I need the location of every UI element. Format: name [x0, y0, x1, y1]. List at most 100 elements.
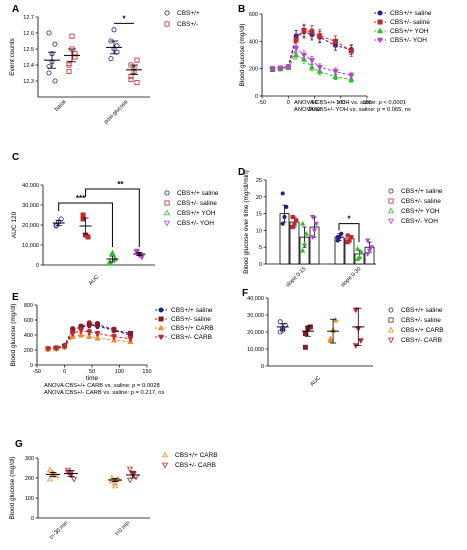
- legend-marker: [388, 317, 394, 323]
- x-tick-label: 50: [89, 369, 95, 375]
- y-tick-label: 0: [255, 94, 258, 100]
- y-tick-label: 0: [31, 516, 34, 522]
- data-point: [126, 477, 134, 484]
- data-point: [366, 248, 373, 254]
- data-point: [327, 337, 334, 343]
- data-point: [332, 38, 338, 44]
- data-point: [332, 69, 339, 75]
- data-point: [46, 64, 52, 70]
- legend-marker: [164, 10, 170, 16]
- data-point: [368, 245, 374, 251]
- data-point: [61, 344, 68, 350]
- panel-e-legend-item: CBS+/+ CARB: [171, 325, 214, 332]
- y-tick-label: 10,000: [247, 347, 264, 353]
- data-point: [70, 476, 78, 483]
- panel-b-ylabel: Blood glucose (mg/dl): [239, 24, 246, 87]
- y-tick-label: 600: [249, 12, 258, 18]
- data-point: [109, 249, 116, 256]
- panel-f-legend-item: CBS+/+ saline: [401, 307, 443, 314]
- legend-marker: [376, 27, 384, 34]
- legend-marker: [164, 21, 170, 27]
- y-tick-label: 0: [261, 364, 264, 370]
- data-point: [348, 48, 354, 54]
- data-point: [302, 331, 308, 337]
- data-point: [345, 233, 350, 238]
- y-tick-label: 30,000: [247, 313, 264, 319]
- panel-e: [34, 304, 167, 368]
- data-point: [134, 57, 140, 63]
- panel-c-ylabel: AUC 120: [11, 211, 18, 238]
- x-tick-label: 100: [336, 100, 345, 106]
- data-point: [53, 223, 59, 229]
- x-tick-label: post-glucose: [103, 99, 129, 125]
- x-tick-label: slope 0-15: [285, 266, 307, 288]
- data-point: [311, 228, 318, 234]
- legend-marker: [388, 198, 394, 204]
- data-point: [58, 216, 64, 222]
- x-tick-label: basal: [54, 99, 68, 113]
- data-point: [347, 238, 352, 243]
- data-point: [80, 216, 86, 222]
- panel-c-legend-item: CBS+/- YOH: [177, 220, 214, 227]
- data-point: [94, 334, 101, 341]
- y-tick-label: 12.4: [23, 63, 34, 69]
- panel-e-ylabel: Blood glucose (mg/dl): [10, 304, 17, 367]
- data-point: [349, 235, 354, 240]
- panel-d: [263, 179, 395, 265]
- anova-annotation: ANOVA CBS+/- YOH vs. saline: p = 0.065, …: [294, 107, 411, 113]
- data-point: [348, 76, 355, 82]
- y-tick-label: 40,000: [247, 296, 264, 302]
- x-tick-label: 50: [311, 100, 317, 106]
- y-tick-label: 600: [24, 318, 33, 324]
- data-point: [108, 477, 116, 484]
- y-tick-label: 40,000: [22, 183, 39, 189]
- data-point: [285, 64, 292, 70]
- data-point: [86, 321, 92, 327]
- data-point: [128, 76, 134, 82]
- legend-marker: [387, 207, 395, 214]
- data-point: [95, 321, 101, 327]
- y-tick-label: 400: [24, 333, 33, 339]
- data-point: [111, 479, 119, 486]
- y-tick-label: 12.3: [23, 79, 34, 85]
- data-point: [332, 316, 339, 323]
- data-point: [317, 33, 323, 39]
- y-tick-label: 25: [256, 178, 262, 184]
- panel-b-legend-item: CBS+/+ saline: [390, 10, 432, 17]
- data-point: [352, 307, 359, 314]
- data-point: [308, 63, 315, 70]
- panel-b-legend-item: CBS+/- YOH: [390, 37, 427, 44]
- data-point: [127, 330, 133, 336]
- panel-label-e: E: [12, 292, 19, 303]
- y-tick-label: 300: [25, 456, 34, 462]
- data-point: [277, 319, 283, 325]
- data-point: [86, 329, 93, 336]
- data-point: [280, 221, 285, 226]
- data-point: [332, 73, 339, 80]
- data-point: [356, 254, 363, 260]
- x-tick-label: 100: [115, 369, 124, 375]
- data-point: [86, 333, 93, 339]
- anova-annotation: ANOVA CBS+/- CARB vs. saline: p = 0.217,…: [44, 390, 164, 396]
- panel-b-legend-item: CBS+/- saline: [390, 19, 430, 26]
- legend-marker: [377, 19, 383, 25]
- data-point: [313, 221, 319, 227]
- panel-g-ylabel: Blood glucose (mg/dl): [9, 457, 16, 520]
- x-tick-label: t=0 min: [114, 520, 131, 537]
- data-point: [316, 65, 323, 71]
- data-point: [301, 27, 307, 33]
- data-point: [300, 52, 308, 59]
- panel-label-g: G: [15, 439, 23, 450]
- y-tick-label: 15: [256, 212, 262, 218]
- data-point: [127, 336, 134, 343]
- data-point: [66, 68, 72, 74]
- data-point: [335, 238, 340, 243]
- panel-d-legend-item: CBS+/- saline: [401, 198, 441, 205]
- data-point: [52, 41, 58, 47]
- panel-e-legend-item: CBS+/- saline: [171, 316, 211, 323]
- x-tick-label: AUC: [309, 375, 321, 387]
- panel-f-legend-item: CBS+/- CARB: [401, 337, 442, 344]
- legend-marker: [376, 37, 384, 44]
- data-point: [284, 204, 289, 209]
